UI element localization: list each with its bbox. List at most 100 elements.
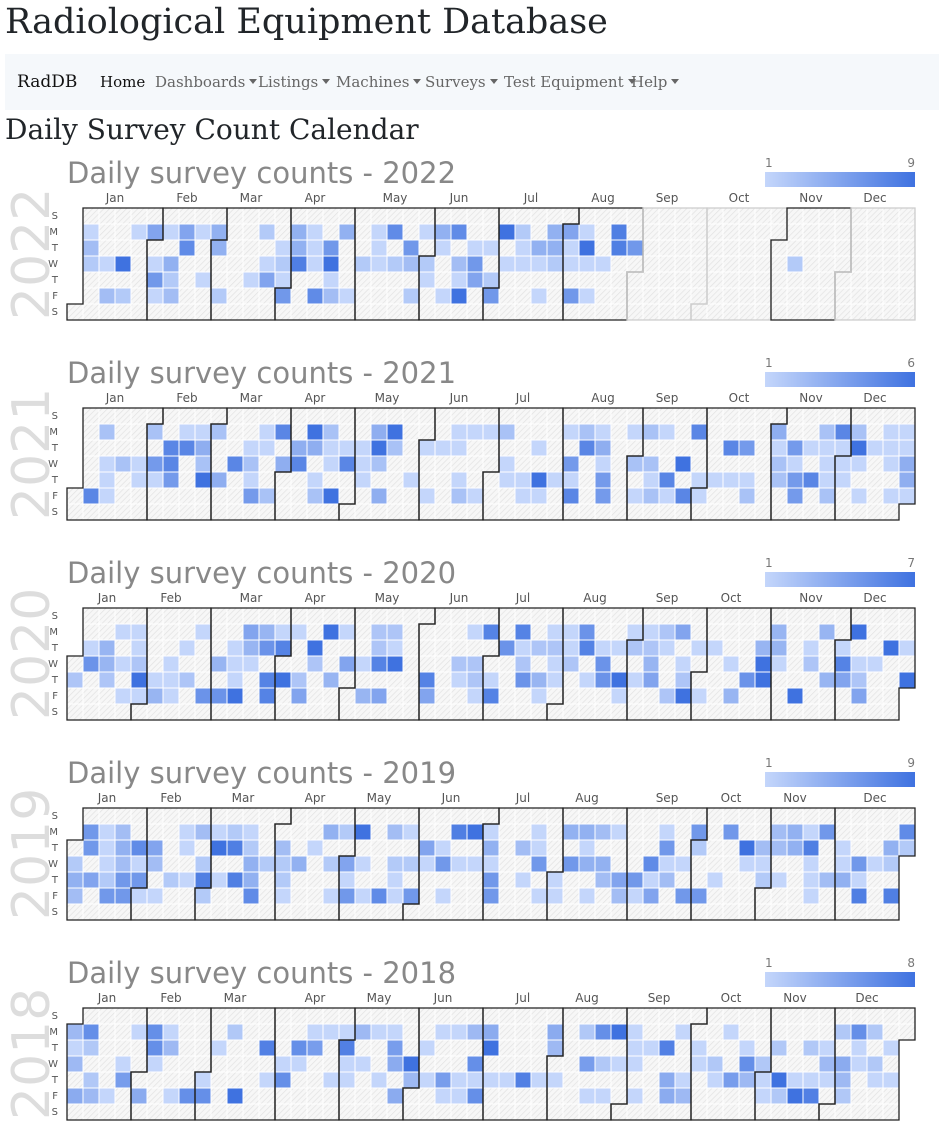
day-cell[interactable] — [370, 303, 388, 321]
day-cell[interactable] — [162, 207, 180, 225]
day-cell[interactable] — [338, 855, 356, 873]
day-cell[interactable] — [738, 839, 756, 857]
day-cell[interactable] — [274, 623, 292, 641]
day-cell[interactable] — [130, 423, 148, 441]
day-cell[interactable] — [562, 1007, 580, 1025]
day-cell[interactable] — [690, 255, 708, 273]
day-cell[interactable] — [306, 823, 324, 841]
day-cell[interactable] — [882, 207, 900, 225]
day-cell[interactable] — [786, 687, 804, 705]
day-cell[interactable] — [802, 287, 820, 305]
day-cell[interactable] — [482, 503, 500, 521]
day-cell[interactable] — [754, 887, 772, 905]
day-cell[interactable] — [578, 823, 596, 841]
day-cell[interactable] — [450, 1103, 468, 1121]
day-cell[interactable] — [98, 671, 116, 689]
day-cell[interactable] — [690, 287, 708, 305]
day-cell[interactable] — [210, 687, 228, 705]
day-cell[interactable] — [546, 839, 564, 857]
day-cell[interactable] — [82, 487, 100, 505]
day-cell[interactable] — [530, 1023, 548, 1041]
day-cell[interactable] — [706, 207, 724, 225]
day-cell[interactable] — [482, 655, 500, 673]
day-cell[interactable] — [370, 903, 388, 921]
day-cell[interactable] — [130, 807, 148, 825]
day-cell[interactable] — [626, 239, 644, 257]
day-cell[interactable] — [610, 1023, 628, 1041]
day-cell[interactable] — [370, 671, 388, 689]
day-cell[interactable] — [562, 287, 580, 305]
day-cell[interactable] — [482, 1023, 500, 1041]
day-cell[interactable] — [418, 903, 436, 921]
day-cell[interactable] — [402, 471, 420, 489]
day-cell[interactable] — [834, 287, 852, 305]
day-cell[interactable] — [210, 639, 228, 657]
day-cell[interactable] — [418, 839, 436, 857]
day-cell[interactable] — [258, 823, 276, 841]
day-cell[interactable] — [818, 471, 836, 489]
day-cell[interactable] — [514, 439, 532, 457]
day-cell[interactable] — [882, 903, 900, 921]
day-cell[interactable] — [226, 1103, 244, 1121]
day-cell[interactable] — [578, 223, 596, 241]
day-cell[interactable] — [210, 487, 228, 505]
day-cell[interactable] — [162, 223, 180, 241]
day-cell[interactable] — [866, 503, 884, 521]
day-cell[interactable] — [82, 271, 100, 289]
day-cell[interactable] — [626, 655, 644, 673]
day-cell[interactable] — [738, 903, 756, 921]
day-cell[interactable] — [578, 239, 596, 257]
day-cell[interactable] — [610, 487, 628, 505]
day-cell[interactable] — [706, 407, 724, 425]
day-cell[interactable] — [114, 1055, 132, 1073]
day-cell[interactable] — [642, 839, 660, 857]
nav-home[interactable]: Home — [100, 73, 145, 91]
day-cell[interactable] — [434, 423, 452, 441]
day-cell[interactable] — [290, 1055, 308, 1073]
day-cell[interactable] — [226, 471, 244, 489]
day-cell[interactable] — [146, 1055, 164, 1073]
day-cell[interactable] — [114, 1103, 132, 1121]
day-cell[interactable] — [482, 487, 500, 505]
day-cell[interactable] — [162, 1103, 180, 1121]
day-cell[interactable] — [466, 271, 484, 289]
day-cell[interactable] — [242, 671, 260, 689]
day-cell[interactable] — [530, 1071, 548, 1089]
day-cell[interactable] — [642, 1023, 660, 1041]
day-cell[interactable] — [834, 623, 852, 641]
day-cell[interactable] — [850, 487, 868, 505]
day-cell[interactable] — [562, 1023, 580, 1041]
day-cell[interactable] — [402, 255, 420, 273]
day-cell[interactable] — [610, 1007, 628, 1025]
day-cell[interactable] — [818, 839, 836, 857]
day-cell[interactable] — [370, 423, 388, 441]
day-cell[interactable] — [498, 207, 516, 225]
day-cell[interactable] — [578, 1007, 596, 1025]
day-cell[interactable] — [770, 239, 788, 257]
day-cell[interactable] — [770, 1071, 788, 1089]
day-cell[interactable] — [786, 887, 804, 905]
day-cell[interactable] — [210, 1071, 228, 1089]
day-cell[interactable] — [514, 503, 532, 521]
day-cell[interactable] — [210, 903, 228, 921]
day-cell[interactable] — [738, 487, 756, 505]
day-cell[interactable] — [546, 487, 564, 505]
day-cell[interactable] — [770, 503, 788, 521]
day-cell[interactable] — [770, 807, 788, 825]
day-cell[interactable] — [130, 871, 148, 889]
day-cell[interactable] — [642, 223, 660, 241]
day-cell[interactable] — [146, 471, 164, 489]
day-cell[interactable] — [770, 255, 788, 273]
day-cell[interactable] — [882, 455, 900, 473]
day-cell[interactable] — [210, 823, 228, 841]
day-cell[interactable] — [882, 1039, 900, 1057]
day-cell[interactable] — [130, 1055, 148, 1073]
day-cell[interactable] — [354, 1055, 372, 1073]
day-cell[interactable] — [226, 1007, 244, 1025]
day-cell[interactable] — [354, 655, 372, 673]
day-cell[interactable] — [514, 255, 532, 273]
day-cell[interactable] — [290, 439, 308, 457]
day-cell[interactable] — [594, 439, 612, 457]
day-cell[interactable] — [306, 223, 324, 241]
day-cell[interactable] — [738, 439, 756, 457]
